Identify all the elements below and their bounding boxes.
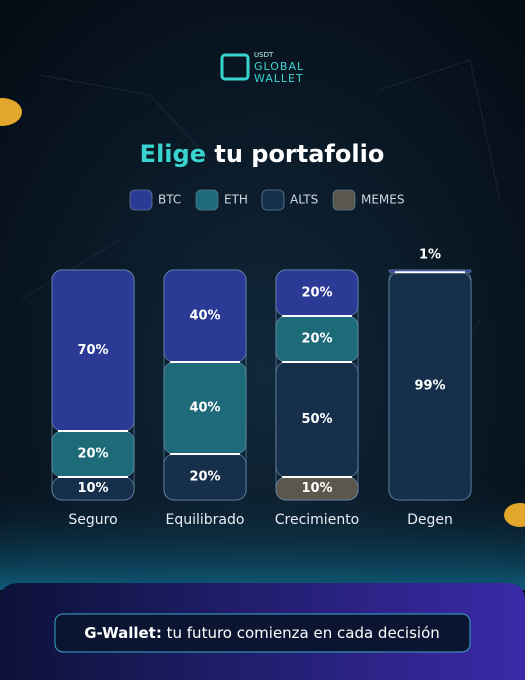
title-accent: Elige <box>140 140 206 168</box>
data-label: 40% <box>189 309 220 324</box>
data-label: 70% <box>77 343 108 358</box>
data-label: 50% <box>301 412 332 427</box>
coin <box>0 98 22 126</box>
legend-label: MEMES <box>361 193 405 207</box>
logo: USDT GLOBAL WALLET <box>220 51 304 85</box>
data-label: 20% <box>301 286 332 301</box>
legend-swatch <box>195 189 219 211</box>
data-label: 10% <box>77 481 108 496</box>
footer-text: G-Wallet: tu futuro comienza en cada dec… <box>84 624 440 642</box>
data-label: 1% <box>419 248 441 263</box>
legend-swatch <box>332 189 356 211</box>
data-label: 20% <box>77 447 108 462</box>
data-label: 20% <box>301 332 332 347</box>
footer-box <box>54 613 471 653</box>
footer-rest: tu futuro comienza en cada decisión <box>167 624 440 642</box>
legend-swatch <box>129 189 153 211</box>
x-tick-label: Degen <box>407 512 453 528</box>
logo-small: USDT <box>254 51 274 59</box>
legend-label: ALTS <box>290 193 318 207</box>
x-tick-label: Equilibrado <box>166 512 245 528</box>
logo-text: GLOBAL <box>254 60 304 73</box>
legend-swatch <box>261 189 285 211</box>
data-label: 10% <box>301 481 332 496</box>
x-tick-label: Seguro <box>68 512 117 528</box>
data-label: 40% <box>189 401 220 416</box>
data-label: 20% <box>189 470 220 485</box>
logo-icon <box>220 53 250 81</box>
logo-text: WALLET <box>254 72 304 85</box>
x-tick-label: Crecimiento <box>275 512 360 528</box>
legend-label: BTC <box>158 193 181 207</box>
chart-title: Elige tu portafolio <box>140 140 385 168</box>
data-label: 99% <box>414 379 445 394</box>
legend-label: ETH <box>224 193 248 207</box>
title-text: tu portafolio <box>214 140 384 168</box>
footer-bold: G-Wallet: <box>84 624 162 642</box>
coin <box>504 503 525 527</box>
